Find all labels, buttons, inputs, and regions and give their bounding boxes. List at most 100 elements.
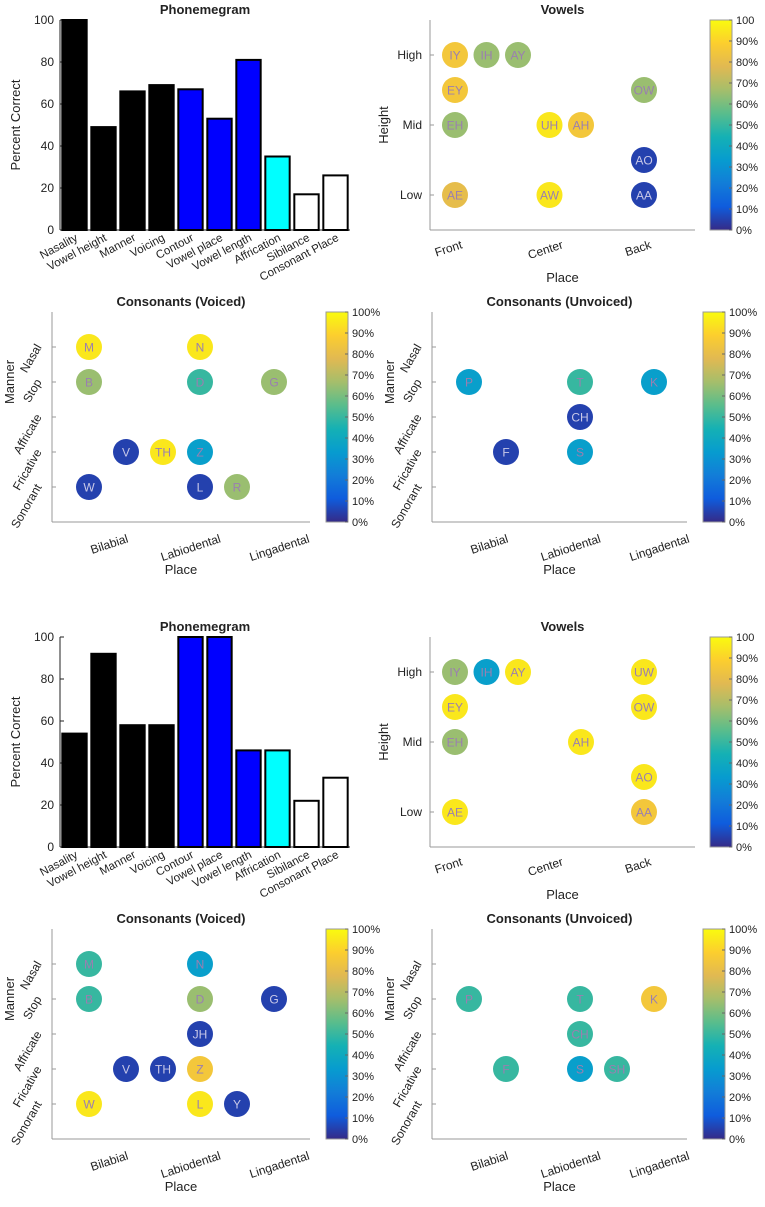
point-ow <box>631 77 657 103</box>
point-label: AY <box>510 49 525 63</box>
point-label: EH <box>447 736 464 750</box>
scatter-chart-top-cons-unvoiced: NasalStopAffricateFricativeSonorantBilab… <box>382 294 757 577</box>
point-v <box>113 439 139 465</box>
point-label: Y <box>233 1098 241 1112</box>
colorbar-tick-label: 50% <box>736 737 758 749</box>
bar-vowel-place <box>206 117 233 231</box>
y-tick-label: 0 <box>47 223 54 237</box>
point-l <box>187 1091 213 1117</box>
point-label: AO <box>635 771 652 785</box>
colorbar-tick-label: 60% <box>736 99 758 111</box>
point-jh <box>187 1021 213 1047</box>
point-g <box>261 369 287 395</box>
colorbar <box>702 928 726 1140</box>
colorbar <box>325 928 349 1140</box>
point-ch <box>567 1021 593 1047</box>
colorbar-tick-label: 0% <box>352 1134 368 1146</box>
point-s <box>567 439 593 465</box>
x-tick-label: Lingadental <box>248 1149 311 1181</box>
point-label: L <box>197 481 204 495</box>
x-axis-label: Place <box>546 270 579 285</box>
y-tick-label: 40 <box>41 756 55 770</box>
colorbar-tick-label: 30% <box>736 779 758 791</box>
colorbar-tick-label: 80% <box>736 674 758 686</box>
y-axis-label: Manner <box>382 359 397 404</box>
point-uw <box>631 659 657 685</box>
y-tick-label: Stop <box>20 376 45 405</box>
point-ih <box>473 659 500 685</box>
point-d <box>187 369 213 395</box>
y-tick-label: Low <box>400 188 422 202</box>
chart-title: Vowels <box>541 2 585 17</box>
scatter-chart-bottom-cons-voiced: NasalStopAffricateFricativeSonorantBilab… <box>2 911 380 1194</box>
x-tick-label: Bilabial <box>469 532 510 557</box>
colorbar-tick-label: 0% <box>736 225 752 237</box>
x-tick-label: Labiodental <box>159 532 222 564</box>
chart-title: Consonants (Unvoiced) <box>487 294 633 309</box>
point-label: B <box>85 993 93 1007</box>
colorbar-tick-label: 20% <box>729 475 751 487</box>
point-label: AW <box>540 189 560 203</box>
point-label: CH <box>571 411 588 425</box>
x-tick-label: Front <box>433 237 465 259</box>
point-ao <box>631 764 657 790</box>
y-axis-label: Height <box>376 106 391 144</box>
colorbar-tick-label: 10% <box>729 1113 751 1125</box>
colorbar-tick-label: 10% <box>352 496 374 508</box>
colorbar-tick-label: 70% <box>736 78 758 90</box>
x-axis-label: Place <box>543 562 576 577</box>
point-label: UH <box>541 119 558 133</box>
x-axis-label: Place <box>543 1179 576 1194</box>
colorbar-tick-label: 70% <box>352 370 374 382</box>
colorbar-tick-label: 40% <box>352 1050 374 1062</box>
y-axis-label: Height <box>376 723 391 761</box>
colorbar-tick-label: 100% <box>352 307 380 319</box>
point-label: AA <box>636 806 652 820</box>
colorbar-tick-label: 20% <box>352 1092 374 1104</box>
x-tick-label: Bilabial <box>469 1149 510 1174</box>
point-label: P <box>465 993 473 1007</box>
chart-title: Phonemegram <box>160 619 250 634</box>
colorbar-tick-label: 70% <box>736 695 758 707</box>
point-label: AO <box>635 154 652 168</box>
point-label: EY <box>447 701 463 715</box>
colorbar-tick-label: 80% <box>352 349 374 361</box>
y-tick-label: Affricate <box>391 1028 425 1073</box>
y-tick-label: 80 <box>41 672 55 686</box>
y-tick-label: 0 <box>47 840 54 854</box>
bar-consonant-place <box>322 174 349 231</box>
point-uh <box>536 112 563 138</box>
colorbar-tick-label: 50% <box>736 120 758 132</box>
y-tick-label: Affricate <box>11 411 45 456</box>
y-tick-label: Stop <box>20 993 45 1022</box>
point-label: N <box>196 958 205 972</box>
point-eh <box>442 729 468 755</box>
point-ae <box>442 799 468 825</box>
point-label: K <box>650 376 658 390</box>
scatter-chart-bottom-vowels: High Mid Low Front Center Back IY IH AY UW EY OW EH A… <box>376 619 758 902</box>
point-label: IY <box>449 666 460 680</box>
point-m <box>76 951 102 977</box>
y-tick-label: Mid <box>403 118 422 132</box>
bar-voicing <box>148 724 175 849</box>
point-z <box>187 439 213 465</box>
colorbar-tick-label: 30% <box>729 454 751 466</box>
point-iy <box>442 42 468 68</box>
point-label: M <box>84 958 94 972</box>
point-ao <box>631 147 657 173</box>
point-k <box>641 369 667 395</box>
colorbar-tick-label: 40% <box>352 433 374 445</box>
chart-title: Consonants (Voiced) <box>116 911 245 926</box>
point-label: F <box>502 446 509 460</box>
point-ih <box>473 42 500 68</box>
x-axis-label: Place <box>165 1179 198 1194</box>
point-label: IY <box>449 49 460 63</box>
y-tick-label: Mid <box>403 735 422 749</box>
chart-title: Consonants (Unvoiced) <box>487 911 633 926</box>
x-tick-label: Front <box>433 854 465 876</box>
scatter-chart-top-vowels: High Mid Low Front Center Back IY IH AY EY OW EH UH A… <box>376 2 758 285</box>
point-s <box>567 1056 593 1082</box>
colorbar-tick-label: 20% <box>729 1092 751 1104</box>
